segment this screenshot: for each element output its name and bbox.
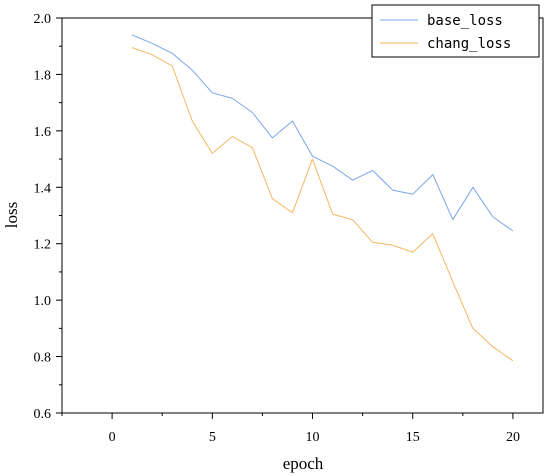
x-tick-label: 5 [209,430,216,445]
y-axis: 0.6 0.8 1.0 1.2 1.4 1.6 1.8 2.0 [34,12,62,422]
y-tick-label: 0.8 [34,351,52,366]
legend-label-base-loss: base_loss [427,13,503,29]
y-axis-label: loss [2,202,21,228]
series-layer [131,34,514,362]
y-tick-label: 1.0 [34,294,52,309]
series-line-base-loss [131,34,514,232]
y-tick-label: 1.8 [34,68,52,83]
legend-label-chang-loss: chang_loss [427,36,511,52]
y-tick-label: 1.2 [34,238,52,253]
x-tick-label: 10 [306,430,320,445]
legend: base_loss chang_loss [371,4,540,58]
x-axis-label: epoch [283,454,324,473]
x-axis: 0 5 10 15 20 [61,413,520,445]
plot-border [61,17,544,414]
y-tick-label: 2.0 [34,12,52,27]
y-tick-label: 1.4 [34,181,52,196]
y-tick-label: 0.6 [34,407,52,422]
x-tick-label: 15 [406,430,420,445]
y-tick-label: 1.6 [34,125,52,140]
legend-box [371,4,540,58]
series-line-chang-loss [131,47,514,362]
x-tick-label: 0 [109,430,116,445]
x-tick-label: 20 [506,430,520,445]
plot-frame [61,17,544,414]
